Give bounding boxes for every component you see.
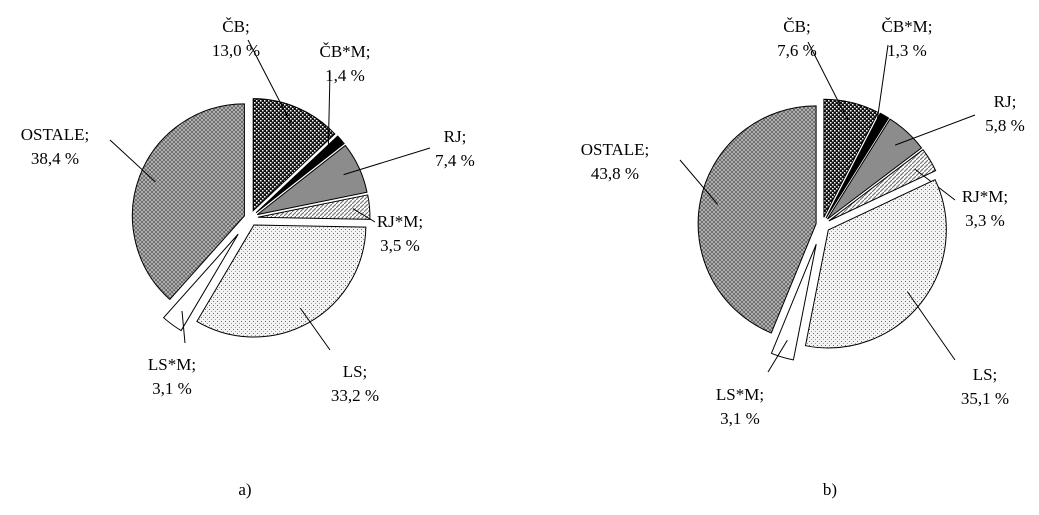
pie-slice bbox=[825, 112, 890, 219]
value-label: 43,8 % bbox=[591, 164, 639, 183]
pie-slice bbox=[804, 179, 947, 349]
value-label: 3,3 % bbox=[965, 211, 1005, 230]
category-label: LS*M; bbox=[716, 385, 764, 404]
category-label: ČB*M; bbox=[881, 17, 932, 36]
pie-slice bbox=[196, 224, 367, 338]
leader-line bbox=[807, 41, 849, 120]
value-label: 35,1 % bbox=[961, 389, 1009, 408]
leader-line bbox=[181, 310, 186, 344]
category-label: ČB*M; bbox=[319, 42, 370, 61]
value-label: 5,8 % bbox=[985, 116, 1025, 135]
leader-line bbox=[343, 147, 431, 176]
leader-line bbox=[767, 339, 788, 373]
category-label: OSTALE; bbox=[21, 125, 90, 144]
leader-line bbox=[906, 291, 956, 361]
value-label: 38,4 % bbox=[31, 149, 79, 168]
caption: b) bbox=[823, 480, 837, 499]
value-label: 1,3 % bbox=[887, 41, 927, 60]
value-label: 1,4 % bbox=[325, 66, 365, 85]
pie-slice bbox=[131, 103, 245, 301]
category-label: RJ; bbox=[994, 92, 1017, 111]
value-label: 7,6 % bbox=[777, 41, 817, 60]
pie-slice bbox=[162, 233, 239, 332]
category-label: ČB; bbox=[783, 17, 810, 36]
category-label: ČB; bbox=[222, 17, 249, 36]
category-label: OSTALE; bbox=[581, 140, 650, 159]
pie-slice bbox=[697, 105, 817, 334]
category-label: LS; bbox=[973, 365, 998, 384]
leader-line bbox=[894, 114, 976, 146]
pie-slice bbox=[255, 135, 345, 214]
leader-line bbox=[352, 208, 376, 223]
leader-line bbox=[679, 159, 719, 205]
caption: a) bbox=[238, 480, 251, 499]
pie-slice bbox=[828, 149, 937, 222]
value-label: 13,0 % bbox=[212, 41, 260, 60]
value-label: 33,2 % bbox=[331, 386, 379, 405]
leader-line bbox=[299, 307, 331, 351]
category-label: RJ; bbox=[444, 127, 467, 146]
leader-line bbox=[247, 39, 292, 124]
category-label: RJ*M; bbox=[377, 212, 423, 231]
leader-line bbox=[109, 139, 156, 183]
pie-slice bbox=[770, 243, 817, 361]
category-label: RJ*M; bbox=[962, 187, 1008, 206]
pie-slice bbox=[256, 144, 368, 216]
leader-line bbox=[875, 44, 889, 131]
pie-slice bbox=[252, 98, 336, 212]
category-label: LS; bbox=[343, 362, 368, 381]
value-label: 3,1 % bbox=[152, 379, 192, 398]
value-label: 3,1 % bbox=[720, 409, 760, 428]
value-label: 7,4 % bbox=[435, 151, 475, 170]
category-label: LS*M; bbox=[148, 355, 196, 374]
value-label: 3,5 % bbox=[380, 236, 420, 255]
leader-line bbox=[327, 71, 331, 151]
